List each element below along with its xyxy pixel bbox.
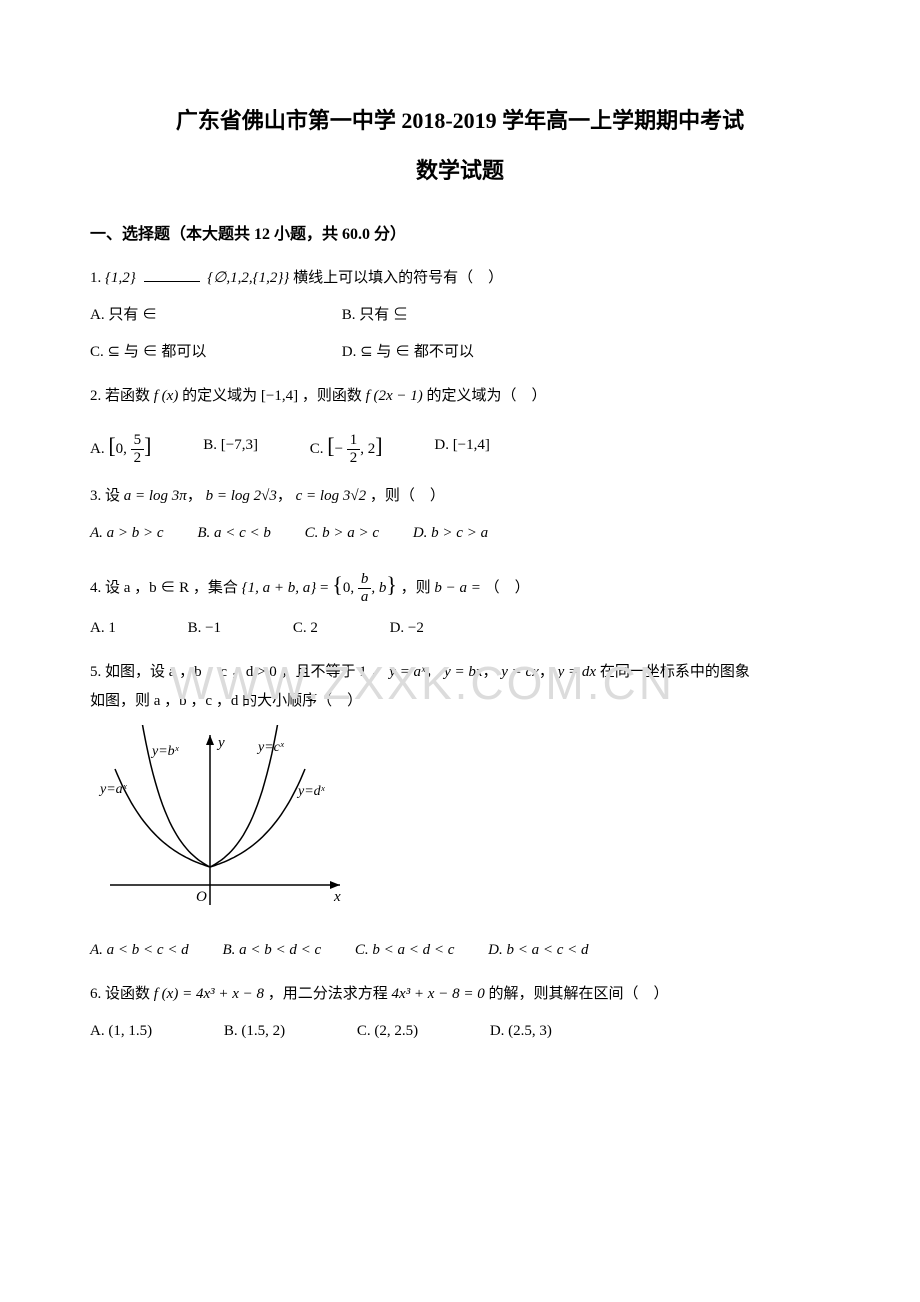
svg-text:x: x xyxy=(333,889,341,905)
svg-text:y=bˣ: y=bˣ xyxy=(150,744,180,759)
q3-c: c = log 3√2 xyxy=(296,488,366,504)
q5-y2: y = bx xyxy=(444,664,482,680)
q4-mid: ，则 xyxy=(401,580,435,596)
q1-opt-b: B. 只有 ⊆ xyxy=(342,301,408,330)
q1-prefix: 1. xyxy=(90,270,105,286)
q2-opts: A. [0, 52] B. [−7,3] C. [− 12, 2] D. [−1… xyxy=(90,425,830,467)
q6-opt-a: A. (1, 1.5) xyxy=(90,1017,152,1046)
q3-opts: A. a > b > c B. a < c < b C. b > a > c D… xyxy=(90,519,830,548)
q3-lead: 3. 设 xyxy=(90,488,124,504)
q5-chart: y x Oy=cˣ y=dˣ y=bˣ y=aˣ xyxy=(90,725,830,925)
q5-opts: A. a < b < c < d B. a < b < d < c C. b <… xyxy=(90,935,830,964)
question-4: 4. 设 a ，b ∈ R ，集合 {1, a + b, a} = {0, ba… xyxy=(90,564,830,643)
q6-fx: f (x) = 4x³ + x − 8 xyxy=(154,986,264,1002)
q4-expr: b − a = xyxy=(434,580,481,596)
q5-line1a: 5. 如图，设 a ，b ，c ，d > 0 ，且不等于 1 ， xyxy=(90,664,386,680)
q3-opt-b: B. a < c < b xyxy=(197,519,271,548)
q2-text-d: 的定义域为（ ） xyxy=(427,388,547,404)
q4-frac-den: a xyxy=(358,589,372,606)
title-main: 广东省佛山市第一中学 2018-2019 学年高一上学期期中考试 xyxy=(90,100,830,142)
q2-c-den: 2 xyxy=(347,450,361,467)
q4-opt-b: B. −1 xyxy=(188,614,221,643)
q1-opt-d: D. ⊆ 与 ∈ 都不可以 xyxy=(342,338,474,367)
svg-text:O: O xyxy=(196,889,207,905)
q6-opts: A. (1, 1.5) B. (1.5, 2) C. (2, 2.5) D. (… xyxy=(90,1017,830,1046)
question-6: 6. 设函数 f (x) = 4x³ + x − 8 ，用二分法求方程 4x³ … xyxy=(90,980,830,1045)
q6-text-c: 的解，则其解在区间（ ） xyxy=(488,986,668,1002)
question-3: 3. 设 a = log 3π， b = log 2√3， c = log 3√… xyxy=(90,482,830,547)
q5-line1b: 在同一坐标系中的图象 xyxy=(600,664,750,680)
q6-opt-c: C. (2, 2.5) xyxy=(357,1017,418,1046)
q2-f2x1: f (2x − 1) xyxy=(366,388,423,404)
q5-opt-b: B. a < b < d < c xyxy=(222,936,321,965)
q2-c-label: C. xyxy=(310,441,328,457)
q5-y1: y = aˣ xyxy=(389,664,425,680)
svg-text:y=aˣ: y=aˣ xyxy=(98,782,128,797)
q4-eq: = xyxy=(320,580,332,596)
q5-y4: y = dx xyxy=(558,664,596,680)
exam-page: WWW.ZXXK.COM.CN 广东省佛山市第一中学 2018-2019 学年高… xyxy=(0,0,920,1302)
q2-dom: [−1,4] xyxy=(261,388,298,404)
q1-opts-row2: C. ⊆ 与 ∈ 都可以 D. ⊆ 与 ∈ 都不可以 xyxy=(90,337,830,366)
q2-opt-a: A. [0, 52] xyxy=(90,425,152,467)
q1-tail: 横线上可以填入的符号有（ ） xyxy=(293,270,503,286)
q6-opt-d: D. (2.5, 3) xyxy=(490,1017,552,1046)
q5-line2: 如图，则 a ，b ，c ，d 的大小顺序（ ） xyxy=(90,687,830,716)
svg-text:y=cˣ: y=cˣ xyxy=(256,740,285,755)
q3-a: a = log 3π xyxy=(124,488,187,504)
q2-text-c: ，则函数 xyxy=(302,388,366,404)
q4-set1: {1, a + b, a} xyxy=(242,580,317,596)
q1-opts-row1: A. 只有 ∈ B. 只有 ⊆ xyxy=(90,300,830,329)
q4-frac-num: b xyxy=(358,571,372,589)
title-sub: 数学试题 xyxy=(90,150,830,192)
q5-opt-c: C. b < a < d < c xyxy=(355,936,455,965)
q1-blank xyxy=(144,281,200,282)
q1-set2: {∅,1,2,{1,2}} xyxy=(207,270,289,286)
q3-tail: ，则（ ） xyxy=(370,488,445,504)
q4-tail: （ ） xyxy=(485,580,530,596)
svg-text:y: y xyxy=(216,735,225,751)
q2-opt-c: C. [− 12, 2] xyxy=(310,425,383,467)
q1-opt-a: A. 只有 ∈ xyxy=(90,301,290,330)
q6-opt-b: B. (1.5, 2) xyxy=(224,1017,285,1046)
question-2: 2. 若函数 f (x) 的定义域为 [−1,4] ，则函数 f (2x − 1… xyxy=(90,382,830,466)
svg-text:y=dˣ: y=dˣ xyxy=(296,784,326,799)
q6-text-b: ，用二分法求方程 xyxy=(268,986,392,1002)
q3-opt-d: D. b > c > a xyxy=(413,519,488,548)
q3-opt-c: C. b > a > c xyxy=(305,519,379,548)
q2-a-label: A. xyxy=(90,441,108,457)
q2-text-a: 2. 若函数 xyxy=(90,388,154,404)
q6-eq: 4x³ + x − 8 = 0 xyxy=(392,986,485,1002)
q2-fx: f (x) xyxy=(154,388,179,404)
q5-opt-a: A. a < b < c < d xyxy=(90,936,189,965)
q5-curves-svg: y x Oy=cˣ y=dˣ y=bˣ y=aˣ xyxy=(90,725,360,925)
question-5: 5. 如图，设 a ，b ，c ，d > 0 ，且不等于 1 ， y = aˣ，… xyxy=(90,658,830,964)
q6-text-a: 6. 设函数 xyxy=(90,986,154,1002)
q4-opt-c: C. 2 xyxy=(293,614,318,643)
q2-a-den: 2 xyxy=(131,450,145,467)
q1-set1: {1,2} xyxy=(105,270,136,286)
q2-c-num: 1 xyxy=(347,432,361,450)
q4-opt-d: D. −2 xyxy=(390,614,424,643)
q1-opt-c: C. ⊆ 与 ∈ 都可以 xyxy=(90,338,290,367)
q4-lead: 4. 设 a ，b ∈ R ，集合 xyxy=(90,580,242,596)
q2-a-num: 5 xyxy=(131,432,145,450)
q4-opt-a: A. 1 xyxy=(90,614,116,643)
q3-b: b = log 2√3 xyxy=(206,488,277,504)
q5-opt-d: D. b < a < c < d xyxy=(488,936,588,965)
q3-opt-a: A. a > b > c xyxy=(90,519,164,548)
q2-text-b: 的定义域为 xyxy=(182,388,257,404)
section-heading-1: 一、选择题（本大题共 12 小题，共 60.0 分） xyxy=(90,220,830,250)
q2-opt-d: D. [−1,4] xyxy=(434,431,490,460)
q5-y3: y = cx xyxy=(501,664,539,680)
q2-opt-b: B. [−7,3] xyxy=(203,431,258,460)
q4-opts: A. 1 B. −1 C. 2 D. −2 xyxy=(90,614,830,643)
question-1: 1. {1,2} {∅,1,2,{1,2}} 横线上可以填入的符号有（ ） A.… xyxy=(90,264,830,366)
